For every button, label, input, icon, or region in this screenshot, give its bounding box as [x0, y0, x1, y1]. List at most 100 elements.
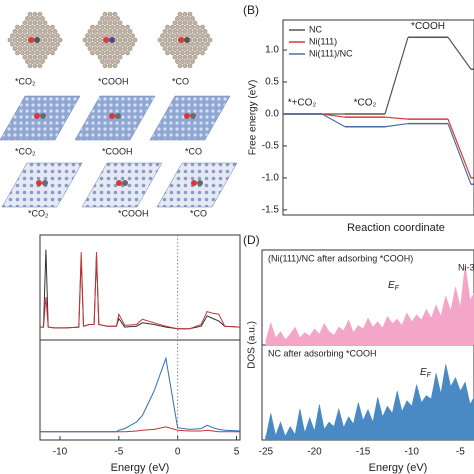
atom	[127, 29, 133, 34]
atom	[95, 50, 100, 56]
fermi-sub: F	[395, 285, 400, 292]
atom	[115, 24, 120, 30]
atom	[25, 24, 30, 30]
atom	[185, 16, 190, 21]
atom	[30, 16, 35, 21]
atom	[17, 46, 23, 51]
atom	[172, 54, 178, 60]
panel-label: (D)	[243, 233, 260, 247]
atom	[130, 33, 135, 39]
atom	[112, 11, 118, 17]
atom	[202, 46, 208, 51]
x-tick-label: -25	[259, 447, 274, 458]
atom	[40, 50, 45, 56]
x-tick-label: 5	[234, 447, 240, 458]
atom	[20, 41, 25, 47]
atom	[165, 50, 170, 56]
atom	[47, 46, 53, 51]
atom	[180, 50, 185, 56]
legend-label: Ni(111)/NC	[309, 48, 353, 58]
atom	[205, 41, 210, 47]
adsorbate	[190, 113, 196, 119]
atom	[127, 37, 133, 43]
atom	[50, 33, 55, 39]
panel-label: (B)	[243, 3, 259, 17]
atom	[172, 37, 178, 43]
atom	[27, 20, 33, 26]
atom	[107, 11, 113, 17]
atom	[187, 20, 193, 26]
atom	[107, 46, 113, 51]
x-tick-label: -5	[456, 447, 465, 458]
atom	[172, 20, 178, 26]
atom	[197, 29, 203, 34]
dos-line	[40, 252, 240, 330]
atom	[37, 63, 43, 69]
atom	[170, 33, 175, 39]
atom	[185, 59, 190, 64]
atom	[25, 50, 30, 56]
adsorbate	[34, 37, 40, 43]
atom	[112, 63, 118, 69]
atom	[177, 63, 183, 69]
atom	[82, 37, 88, 43]
atom	[180, 16, 185, 21]
atom	[205, 33, 210, 39]
atom	[102, 54, 108, 60]
atom	[170, 41, 175, 47]
atom	[197, 46, 203, 51]
atom	[40, 33, 45, 39]
atom	[102, 46, 108, 51]
y-axis-label: DOS (a.u.)	[247, 321, 258, 369]
atom	[182, 63, 188, 69]
plot-frame	[282, 19, 474, 216]
atom	[110, 24, 115, 30]
atom	[92, 46, 98, 51]
atom	[117, 37, 123, 43]
step-label: *+CO₂	[288, 98, 317, 109]
atom	[207, 37, 213, 43]
atom	[37, 11, 43, 17]
atom	[20, 24, 25, 30]
adsorbate	[184, 113, 190, 119]
atom	[30, 59, 35, 64]
atom	[177, 11, 183, 17]
atom	[87, 46, 93, 51]
adsorbate	[36, 180, 42, 186]
adsorbate	[42, 180, 48, 186]
atom	[17, 29, 23, 34]
adsorbate	[197, 180, 203, 186]
atom	[160, 41, 165, 47]
atom	[32, 46, 38, 51]
x-tick-label: 0	[175, 447, 181, 458]
atom	[120, 24, 125, 30]
atom	[100, 24, 105, 30]
structure-label: *CO₂	[28, 208, 49, 218]
y-axis-label: Free energy (eV)	[248, 80, 259, 156]
fermi-sub: F	[427, 372, 432, 379]
atom	[110, 59, 115, 64]
atom	[167, 37, 173, 43]
atom	[162, 46, 168, 51]
atom	[97, 20, 103, 26]
atom	[117, 29, 123, 34]
atom	[35, 16, 40, 21]
atom	[12, 46, 18, 51]
atom	[105, 50, 110, 56]
atom	[175, 24, 180, 30]
structure	[157, 11, 213, 69]
atom	[182, 29, 188, 34]
atom	[117, 54, 123, 60]
atom	[90, 24, 95, 30]
atom	[37, 29, 43, 34]
adsorbate	[184, 37, 190, 43]
slab	[74, 95, 156, 141]
atom	[105, 24, 110, 30]
atom	[35, 59, 40, 64]
atom	[120, 50, 125, 56]
atom	[52, 46, 58, 51]
atom	[127, 46, 133, 51]
atom	[115, 50, 120, 56]
dos-line	[40, 426, 240, 433]
atom	[200, 33, 205, 39]
